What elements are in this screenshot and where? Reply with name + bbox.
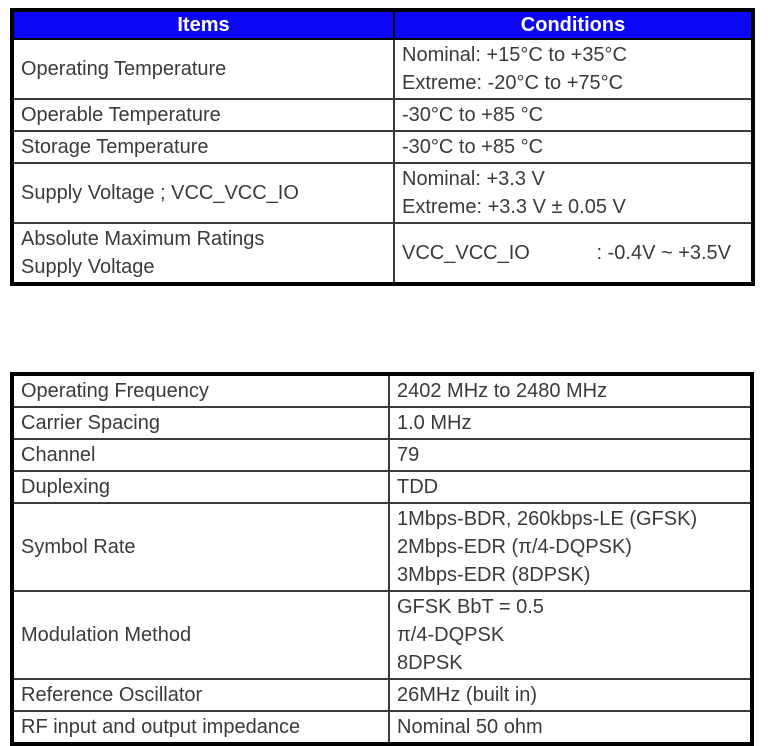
rf-characteristics-table: Operating Frequency 2402 MHz to 2480 MHz C… (10, 372, 754, 746)
column-header-conditions: Conditions (393, 9, 754, 40)
cell-line: TDD (397, 476, 439, 498)
cell-line: 26MHz (built in) (397, 684, 538, 706)
cell-line: Reference Oscillator (21, 684, 203, 706)
conditions-cell: 1Mbps-BDR, 260kbps-LE (GFSK) 2Mbps-EDR (π… (388, 502, 753, 592)
item-cell: Duplexing (11, 470, 390, 504)
conditions-cell: VCC_VCC_IO : -0.4V ~ +3.5V (393, 222, 754, 285)
cell-line: RF input and output impedance (21, 716, 301, 738)
table-row: Storage Temperature -30°C to +85 °C (11, 130, 754, 164)
column-header-items: Items (11, 9, 395, 40)
table-row: RF input and output impedance Nominal 50 … (11, 710, 753, 745)
cell-line: Channel (21, 444, 96, 466)
conditions-cell: Nominal 50 ohm (388, 710, 753, 745)
table-row: Operating Temperature Nominal: +15°C to +… (11, 38, 754, 100)
item-cell: Operating Frequency (11, 373, 390, 408)
cell-line: Supply Voltage (21, 256, 155, 278)
environmental-ratings-table: Items Conditions Operating Temperature No… (10, 8, 755, 286)
conditions-cell: Nominal: +3.3 V Extreme: +3.3 V ± 0.05 V (393, 162, 754, 224)
item-cell: Symbol Rate (11, 502, 390, 592)
cell-line: GFSK BbT = 0.5 (397, 596, 544, 618)
conditions-cell: 2402 MHz to 2480 MHz (388, 373, 753, 408)
item-cell: Reference Oscillator (11, 678, 390, 712)
cell-line: π/4-DQPSK (397, 624, 505, 646)
table-row: Operable Temperature -30°C to +85 °C (11, 98, 754, 132)
item-cell: Supply Voltage ; VCC_VCC_IO (11, 162, 395, 224)
cell-line: -30°C to +85 °C (402, 104, 544, 126)
cell-line: 2402 MHz to 2480 MHz (397, 380, 608, 402)
table-row: Carrier Spacing 1.0 MHz (11, 406, 753, 440)
item-cell: Carrier Spacing (11, 406, 390, 440)
cell-line: Modulation Method (21, 624, 192, 646)
cell-line: 2Mbps-EDR (π/4-DQPSK) (397, 536, 632, 558)
item-cell: Storage Temperature (11, 130, 395, 164)
conditions-cell: 1.0 MHz (388, 406, 753, 440)
conditions-cell: -30°C to +85 °C (393, 130, 754, 164)
cell-line: -30°C to +85 °C (402, 136, 544, 158)
conditions-cell: -30°C to +85 °C (393, 98, 754, 132)
cell-line: Supply Voltage ; VCC_VCC_IO (21, 182, 299, 204)
table-row: Reference Oscillator 26MHz (built in) (11, 678, 753, 712)
table-row: Duplexing TDD (11, 470, 753, 504)
cell-line: Operating Temperature (21, 58, 227, 80)
table-row: Symbol Rate 1Mbps-BDR, 260kbps-LE (GFSK) 2… (11, 502, 753, 592)
item-cell: Absolute Maximum Ratings Supply Voltage (11, 222, 395, 285)
conditions-cell: Nominal: +15°C to +35°C Extreme: -20°C to… (393, 38, 754, 100)
cell-line: VCC_VCC_IO : -0.4V ~ +3.5V (402, 242, 732, 264)
cell-line: Operable Temperature (21, 104, 221, 126)
cell-line: Extreme: +3.3 V ± 0.05 V (402, 196, 626, 218)
item-cell: Operable Temperature (11, 98, 395, 132)
table-row: Channel 79 (11, 438, 753, 472)
table-row: Operating Frequency 2402 MHz to 2480 MHz (11, 373, 753, 408)
cell-line: Symbol Rate (21, 536, 136, 558)
conditions-cell: GFSK BbT = 0.5 π/4-DQPSK 8DPSK (388, 590, 753, 680)
item-cell: RF input and output impedance (11, 710, 390, 745)
cell-line: Nominal 50 ohm (397, 716, 543, 738)
cell-line: 3Mbps-EDR (8DPSK) (397, 564, 591, 586)
cell-line: Extreme: -20°C to +75°C (402, 72, 624, 94)
cell-line: Nominal: +3.3 V (402, 168, 545, 190)
conditions-cell: TDD (388, 470, 753, 504)
table-row: Supply Voltage ; VCC_VCC_IO Nominal: +3.3… (11, 162, 754, 224)
cell-line: Nominal: +15°C to +35°C (402, 44, 627, 66)
cell-line: 8DPSK (397, 652, 463, 674)
cell-line: Operating Frequency (21, 380, 209, 402)
conditions-cell: 26MHz (built in) (388, 678, 753, 712)
cell-line: 1.0 MHz (397, 412, 472, 434)
cell-line: Duplexing (21, 476, 110, 498)
table-row: Modulation Method GFSK BbT = 0.5 π/4-DQPSK… (11, 590, 753, 680)
item-cell: Modulation Method (11, 590, 390, 680)
cell-line: 1Mbps-BDR, 260kbps-LE (GFSK) (397, 508, 698, 530)
item-cell: Channel (11, 438, 390, 472)
cell-line: Storage Temperature (21, 136, 209, 158)
table-row: Absolute Maximum Ratings Supply Voltage VC… (11, 222, 754, 285)
cell-line: Carrier Spacing (21, 412, 160, 434)
cell-line: 79 (397, 444, 420, 466)
table-header-row: Items Conditions (11, 9, 754, 40)
cell-line: Absolute Maximum Ratings (21, 228, 265, 250)
item-cell: Operating Temperature (11, 38, 395, 100)
conditions-cell: 79 (388, 438, 753, 472)
